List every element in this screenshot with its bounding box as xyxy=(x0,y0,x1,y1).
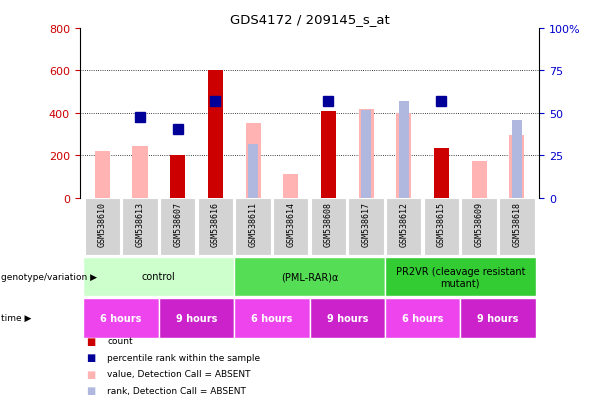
Bar xyxy=(434,149,449,198)
Bar xyxy=(122,199,158,256)
Bar xyxy=(170,156,185,198)
Text: percentile rank within the sample: percentile rank within the sample xyxy=(107,353,261,362)
Bar xyxy=(321,112,336,198)
Text: (PML-RAR)α: (PML-RAR)α xyxy=(281,272,338,282)
Text: time ▶: time ▶ xyxy=(1,313,31,323)
Text: 6 hours: 6 hours xyxy=(251,313,292,323)
Bar xyxy=(234,298,310,338)
Bar xyxy=(512,121,522,198)
Text: GSM538617: GSM538617 xyxy=(362,201,371,246)
Text: genotype/variation ▶: genotype/variation ▶ xyxy=(1,272,97,281)
Text: GSM538608: GSM538608 xyxy=(324,201,333,246)
Text: ■: ■ xyxy=(86,369,95,379)
Bar xyxy=(385,257,536,297)
Bar xyxy=(234,257,385,297)
Text: 9 hours: 9 hours xyxy=(478,313,519,323)
Text: PR2VR (cleavage resistant
mutant): PR2VR (cleavage resistant mutant) xyxy=(395,266,525,287)
Text: 9 hours: 9 hours xyxy=(327,313,368,323)
Text: control: control xyxy=(142,272,176,282)
Bar xyxy=(85,199,120,256)
Bar xyxy=(245,124,261,198)
Bar xyxy=(460,298,536,338)
Bar xyxy=(83,257,234,297)
Title: GDS4172 / 209145_s_at: GDS4172 / 209145_s_at xyxy=(230,13,389,26)
Text: GSM538615: GSM538615 xyxy=(437,201,446,246)
Bar xyxy=(471,161,487,198)
Bar xyxy=(95,152,110,198)
Bar xyxy=(509,136,524,198)
Text: GSM538610: GSM538610 xyxy=(98,201,107,246)
Bar xyxy=(273,199,308,256)
Text: 6 hours: 6 hours xyxy=(101,313,142,323)
Bar xyxy=(396,114,411,198)
Bar xyxy=(132,146,148,198)
Bar xyxy=(159,298,234,338)
Text: GSM538616: GSM538616 xyxy=(211,201,220,246)
Bar xyxy=(499,199,535,256)
Text: value, Detection Call = ABSENT: value, Detection Call = ABSENT xyxy=(107,369,251,378)
Bar xyxy=(310,298,385,338)
Bar xyxy=(235,199,271,256)
Bar xyxy=(311,199,346,256)
Text: GSM538612: GSM538612 xyxy=(399,201,408,246)
Text: 6 hours: 6 hours xyxy=(402,313,443,323)
Text: GSM538611: GSM538611 xyxy=(248,201,257,246)
Text: GSM538618: GSM538618 xyxy=(512,201,521,246)
Text: rank, Detection Call = ABSENT: rank, Detection Call = ABSENT xyxy=(107,386,246,395)
Text: GSM538609: GSM538609 xyxy=(474,201,484,246)
Text: ■: ■ xyxy=(86,336,95,346)
Bar xyxy=(197,199,233,256)
Text: count: count xyxy=(107,336,133,345)
Bar xyxy=(208,71,223,198)
Bar xyxy=(399,102,409,198)
Text: GSM538613: GSM538613 xyxy=(135,201,145,246)
Bar xyxy=(348,199,384,256)
Bar xyxy=(83,298,159,338)
Bar xyxy=(359,109,374,198)
Bar xyxy=(386,199,422,256)
Bar xyxy=(424,199,459,256)
Bar xyxy=(160,199,196,256)
Bar xyxy=(462,199,497,256)
Text: GSM538614: GSM538614 xyxy=(286,201,295,246)
Text: ■: ■ xyxy=(86,352,95,362)
Bar xyxy=(385,298,460,338)
Text: ■: ■ xyxy=(86,385,95,395)
Bar xyxy=(361,110,371,198)
Bar xyxy=(283,175,299,198)
Bar xyxy=(248,144,258,198)
Text: GSM538607: GSM538607 xyxy=(173,201,182,246)
Text: 9 hours: 9 hours xyxy=(176,313,217,323)
